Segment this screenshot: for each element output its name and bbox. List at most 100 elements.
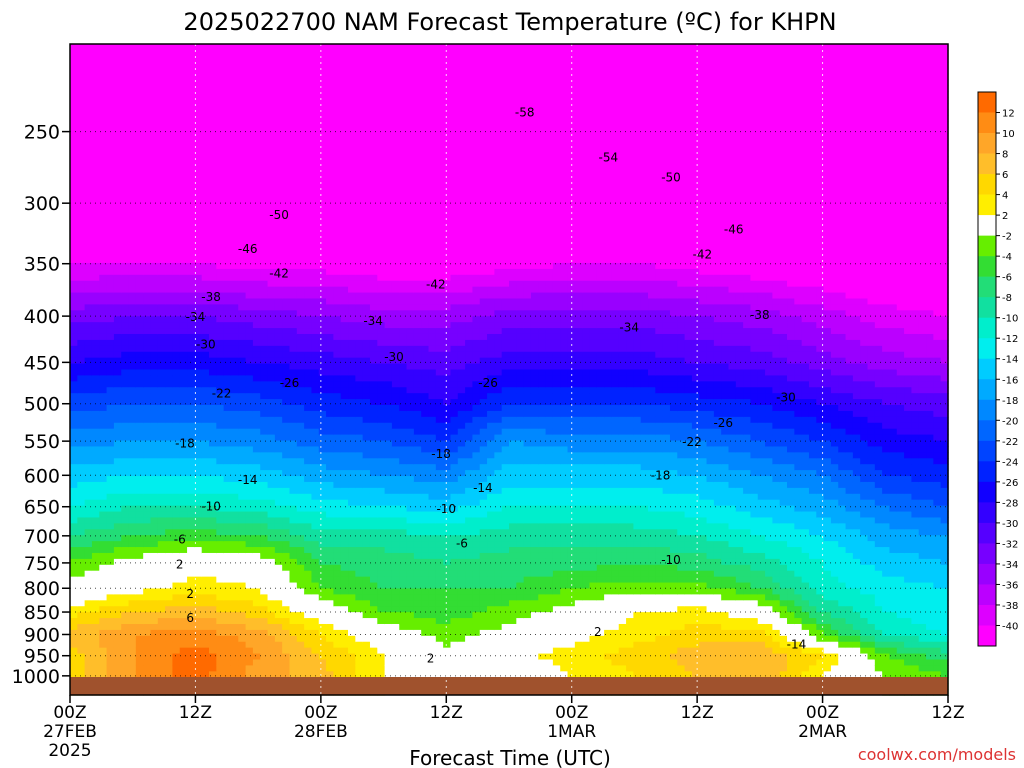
heat-cell [216,286,225,294]
heat-cell [77,470,86,477]
heat-cell [318,659,327,667]
heat-cell [377,156,386,163]
heat-cell [194,333,203,341]
heat-cell [128,79,137,87]
heat-cell [128,286,137,294]
heat-cell [369,138,378,146]
heat-cell [384,73,393,81]
heat-cell [150,79,159,87]
heat-cell [252,476,261,483]
heat-cell [143,197,152,205]
heat-cell [318,476,327,483]
heat-cell [187,517,195,524]
heat-cell [311,381,320,388]
heat-cell [311,55,320,63]
heat-cell [77,109,86,116]
heat-cell [172,582,181,590]
heat-cell [252,493,261,501]
heat-cell [216,168,225,175]
heat-cell [238,446,247,453]
heat-cell [267,316,276,323]
heat-cell [377,351,386,359]
heat-cell [377,452,386,459]
heat-cell [355,156,364,163]
heat-cell [135,85,144,92]
heat-cell [377,328,386,335]
heat-cell [384,428,393,436]
heat-cell [267,85,276,92]
heat-cell [289,665,298,672]
heat-cell [326,464,334,471]
heat-cell [91,558,100,566]
heat-cell [187,422,195,430]
heat-cell [201,594,210,601]
heat-cell [391,363,400,371]
heat-cell [113,481,122,489]
heat-cell [289,186,298,193]
heat-cell [333,499,342,507]
heat-cell [260,505,269,513]
heat-cell [165,91,174,98]
heat-cell [179,44,188,51]
heat-cell [223,410,232,418]
heat-cell [311,659,320,667]
heat-cell [238,215,247,223]
heat-cell [304,381,313,388]
heat-cell [84,132,93,140]
heat-cell [70,61,78,69]
heat-cell [99,570,108,578]
heat-cell [216,251,225,258]
heat-cell [245,55,254,63]
heat-cell [348,262,356,270]
heat-cell [172,481,181,489]
heat-cell [282,612,291,619]
heat-cell [355,529,364,536]
heat-cell [143,180,152,187]
heat-cell [282,470,291,477]
heat-cell [165,499,174,507]
heat-cell [340,61,349,69]
heat-cell [391,600,400,607]
heat-cell [296,132,305,140]
heat-cell [165,564,174,572]
heat-cell [143,487,152,495]
heat-cell [311,115,320,122]
heat-cell [399,227,408,234]
heat-cell [187,416,195,424]
heat-cell [201,428,210,436]
heat-cell [355,49,364,57]
heat-cell [348,464,356,471]
heat-cell [333,476,342,483]
heat-cell [172,91,181,98]
heat-cell [399,97,408,104]
heat-cell [267,144,276,152]
heat-cell [106,547,115,554]
heat-cell [326,85,334,92]
heat-cell [260,115,269,122]
heat-cell [377,446,386,453]
heat-cell [128,49,137,57]
heat-cell [106,221,115,229]
heat-cell [179,564,188,572]
heat-cell [99,387,108,394]
heat-cell [157,221,166,229]
heat-cell [230,381,239,388]
heat-cell [150,481,159,489]
heat-cell [106,493,115,501]
heat-cell [201,446,210,453]
heat-cell [113,558,122,566]
heat-cell [187,55,195,63]
heat-cell [326,280,334,288]
heat-cell [113,97,122,104]
heat-cell [260,292,269,300]
heat-cell [135,570,144,578]
heat-cell [362,333,371,341]
heat-cell [326,292,334,300]
heat-cell [333,61,342,69]
heat-cell [384,115,393,122]
heat-cell [282,49,291,57]
heat-cell [260,280,269,288]
heat-cell [245,257,254,264]
heat-cell [296,600,305,607]
heat-cell [157,387,166,394]
